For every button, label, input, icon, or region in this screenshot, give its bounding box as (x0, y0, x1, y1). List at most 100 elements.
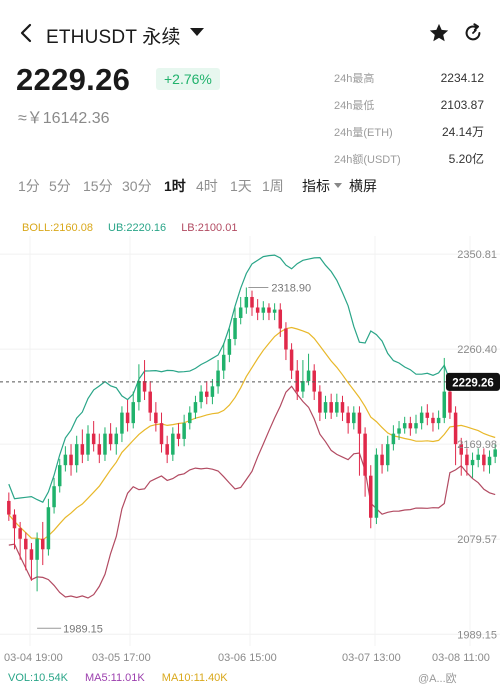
candle-body (301, 381, 305, 392)
caret-down-icon[interactable] (190, 28, 204, 36)
bollinger-bands (8, 254, 496, 599)
candle-body (470, 459, 475, 466)
candle-body (397, 428, 401, 434)
candle-body (120, 412, 124, 434)
volume-legend: VOL:10.54K MA5:11.01K MA10:11.40K (8, 672, 242, 684)
candle-body (182, 423, 186, 439)
time-label: 03-07 13:00 (342, 652, 401, 664)
candle-body (448, 391, 452, 413)
symbol-title[interactable]: ETHUSDT 永续 (46, 27, 181, 48)
candle-body (250, 296, 254, 308)
candle-body (114, 433, 119, 445)
stat-low: 24h最低 2103.87 (334, 91, 484, 118)
boll-legend: BOLL:2160.08 UB:2220.16 LB:2100.01 (22, 222, 249, 234)
middle-band (8, 326, 496, 541)
interval-1m[interactable]: 1分 (18, 178, 40, 194)
star-icon[interactable] (428, 22, 450, 44)
candle-body (29, 549, 34, 560)
candle-body (312, 370, 316, 392)
candle-body (374, 454, 379, 518)
candle-body (227, 339, 232, 355)
candle-body (97, 444, 102, 455)
candle-body (442, 391, 447, 418)
candle-body (453, 412, 458, 445)
candles (7, 287, 497, 592)
candle-body (408, 423, 413, 429)
candle-body (74, 444, 79, 466)
candle-body (103, 433, 107, 455)
current-price-tag (446, 372, 500, 391)
candle-body (340, 402, 345, 413)
current-price-label: 2229.26 (452, 377, 494, 389)
interval-5m[interactable]: 5分 (49, 178, 71, 194)
candle-body (476, 454, 480, 460)
candle-body (91, 433, 96, 445)
low-marker-label: 1989.15 (63, 623, 103, 635)
candle-body (69, 454, 73, 466)
interval-bar: 1分 5分 15分 30分 1时 4时 1天 1周 指标 横屏 (0, 172, 500, 200)
candle-body (137, 381, 141, 403)
candle-body (12, 514, 17, 529)
candle-body (35, 538, 39, 560)
interval-15m[interactable]: 15分 (83, 178, 113, 194)
cny-price: ≈￥16142.36 (18, 110, 110, 127)
candle-body (205, 391, 209, 397)
candle-body (244, 296, 249, 308)
candle-body (329, 402, 333, 413)
indicator-button[interactable]: 指标 (302, 178, 330, 194)
price-tick-label: 1989.15 (457, 629, 497, 641)
candle-body (24, 538, 28, 550)
candle-body (391, 433, 396, 445)
candle-body (459, 444, 463, 455)
candlestick-chart[interactable]: 2229.26 2350.81 2260.40 2169.98 2079.57 1989.… (0, 236, 500, 646)
price-tick-label: 2350.81 (457, 249, 497, 261)
upper-band (8, 254, 496, 503)
candle-body (431, 417, 435, 424)
chevron-left-icon[interactable] (16, 22, 38, 44)
candle-body (352, 412, 356, 424)
candle-body (284, 328, 288, 350)
candle-body (18, 528, 22, 539)
candle-body (86, 433, 90, 455)
interval-1w[interactable]: 1周 (262, 178, 284, 194)
candle-body (108, 433, 113, 445)
candle-body (165, 444, 169, 455)
candle-body (148, 391, 152, 413)
candle-body (131, 402, 135, 424)
candle-body (289, 349, 294, 371)
candle-body (188, 412, 192, 424)
legend-boll: BOLL:2160.08 (22, 222, 93, 234)
candle-body (465, 454, 469, 466)
candle-body (193, 402, 198, 413)
time-label: 03-04 19:00 (4, 652, 63, 664)
candle-body (57, 465, 62, 487)
candle-body (402, 423, 407, 429)
last-price: 2229.26 (16, 62, 131, 97)
candle-body (385, 444, 390, 466)
candle-body (380, 454, 384, 466)
candle-body (46, 507, 51, 550)
candle-body (493, 449, 497, 457)
candle-body (272, 309, 277, 313)
candle-body (318, 391, 322, 413)
lower-band (8, 385, 496, 599)
volume-value: VOL:10.54K (8, 672, 68, 684)
interval-1d[interactable]: 1天 (230, 178, 252, 194)
high-marker-label: 2318.90 (271, 283, 311, 295)
candle-body (176, 433, 181, 439)
candle-body (159, 423, 164, 445)
time-label: 03-08 11:00 (432, 652, 490, 664)
landscape-button[interactable]: 横屏 (349, 178, 377, 194)
interval-1h[interactable]: 1时 (164, 178, 186, 194)
candle-body (357, 412, 362, 434)
change-badge: +2.76% (156, 68, 220, 90)
candle-body (323, 402, 328, 413)
interval-4h[interactable]: 4时 (196, 178, 218, 194)
candle-body (154, 412, 158, 424)
candle-body (369, 475, 373, 518)
caret-down-icon[interactable] (334, 183, 342, 188)
refresh-icon[interactable] (462, 22, 484, 44)
interval-30m[interactable]: 30分 (122, 178, 152, 194)
stat-label: 24h最高 (334, 72, 375, 85)
price-tick-label: 2260.40 (457, 344, 497, 356)
